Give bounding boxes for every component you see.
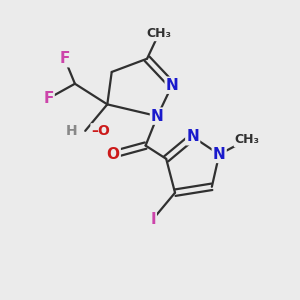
Text: I: I	[150, 212, 156, 227]
Text: CH₃: CH₃	[235, 133, 260, 146]
Text: N: N	[151, 109, 164, 124]
Text: H: H	[66, 124, 78, 138]
Text: N: N	[186, 129, 199, 144]
Text: F: F	[43, 91, 54, 106]
Text: F: F	[59, 51, 70, 66]
Text: N: N	[166, 78, 178, 93]
Text: O: O	[107, 147, 120, 162]
Text: N: N	[213, 147, 226, 162]
Text: CH₃: CH₃	[146, 27, 171, 40]
Text: –O: –O	[91, 124, 110, 138]
